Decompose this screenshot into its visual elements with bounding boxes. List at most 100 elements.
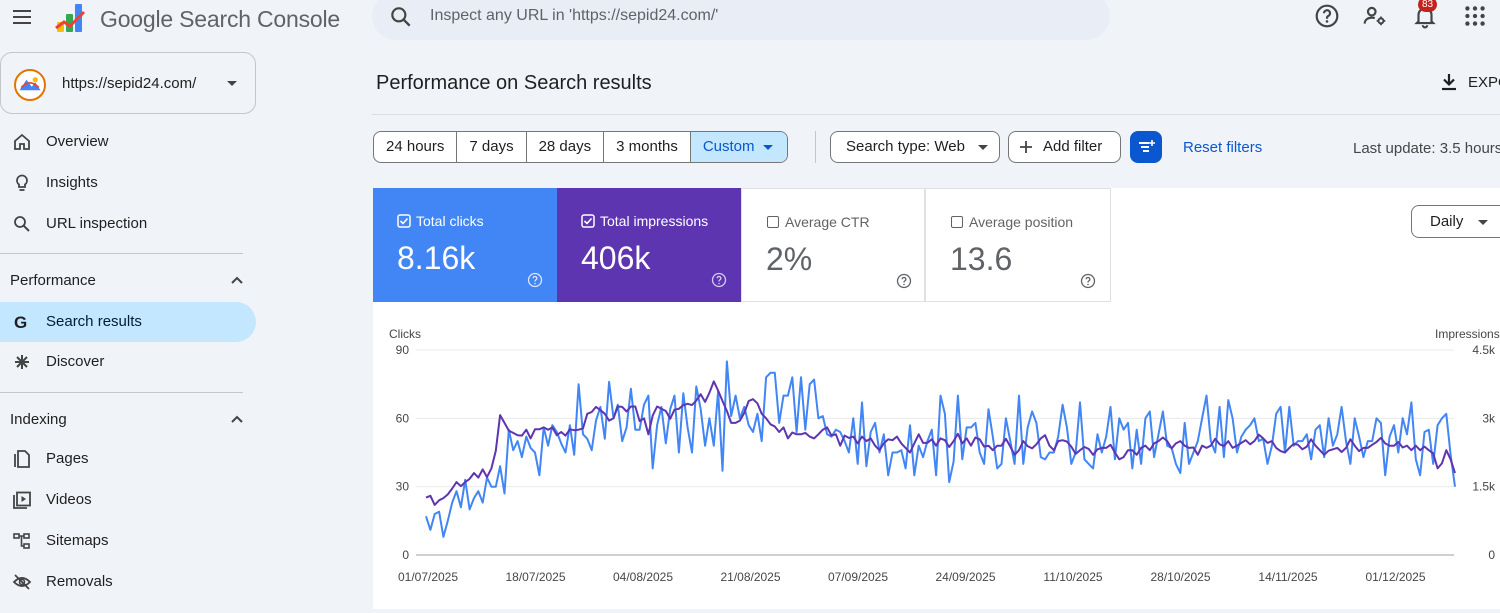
sidebar-item-search-results[interactable]: G Search results xyxy=(0,302,256,342)
y-right-tick-label: 3k xyxy=(1482,411,1496,425)
property-logo xyxy=(14,69,46,101)
toolbar-separator xyxy=(815,131,816,163)
search-console-logo xyxy=(55,4,86,32)
metric-card-average-position[interactable]: Average position 13.6 xyxy=(925,188,1111,302)
header-divider xyxy=(372,114,1500,115)
export-label: EXPO xyxy=(1468,74,1500,91)
metric-label: Average CTR xyxy=(785,214,870,230)
google-g-icon: G xyxy=(14,313,27,332)
checkbox-unchecked-icon xyxy=(767,216,779,228)
sidebar-item-discover[interactable]: Discover xyxy=(0,342,256,382)
range-custom[interactable]: Custom xyxy=(690,132,787,162)
sidebar-item-label: Discover xyxy=(46,353,105,370)
x-tick-label: 11/10/2025 xyxy=(1043,570,1102,584)
last-update-text: Last update: 3.5 hours xyxy=(1353,140,1500,157)
help-icon[interactable] xyxy=(1080,273,1096,289)
date-range-selector: 24 hours 7 days 28 days 3 months Custom xyxy=(373,131,788,163)
reset-filters-link[interactable]: Reset filters xyxy=(1183,139,1263,156)
search-type-label: Search type: Web xyxy=(846,138,965,155)
videos-icon xyxy=(13,491,31,509)
property-selector[interactable]: https://sepid24.com/ xyxy=(0,52,256,114)
y-left-tick-label: 60 xyxy=(396,411,410,425)
sidebar-item-label: Videos xyxy=(46,491,92,508)
search-type-filter[interactable]: Search type: Web xyxy=(830,131,1000,163)
metric-value: 2% xyxy=(766,241,813,277)
sidebar-divider xyxy=(0,253,243,254)
sidebar-item-insights[interactable]: Insights xyxy=(0,163,256,203)
property-url: https://sepid24.com/ xyxy=(62,75,197,92)
chevron-down-icon xyxy=(762,145,773,150)
help-icon[interactable] xyxy=(896,273,912,289)
y-left-axis-label: Clicks xyxy=(389,327,421,341)
sidebar-section-indexing[interactable]: Indexing xyxy=(0,404,256,434)
apps-icon[interactable] xyxy=(1462,3,1488,29)
range-custom-label: Custom xyxy=(702,138,755,155)
help-icon[interactable] xyxy=(711,272,727,288)
metric-label: Total clicks xyxy=(416,213,484,229)
x-tick-label: 04/08/2025 xyxy=(613,570,673,584)
url-inspection-input[interactable] xyxy=(430,4,1070,28)
sidebar-item-removals[interactable]: Removals xyxy=(0,562,256,602)
checkbox-checked-icon xyxy=(581,214,595,228)
home-icon xyxy=(14,133,30,150)
search-icon xyxy=(14,216,30,232)
sidebar-item-label: Search results xyxy=(46,313,142,330)
metric-label: Total impressions xyxy=(600,213,709,229)
add-filter-button[interactable]: Add filter xyxy=(1008,131,1121,163)
x-tick-label: 01/12/2025 xyxy=(1365,570,1425,584)
series-line-impressions xyxy=(425,380,1456,506)
lightbulb-icon xyxy=(16,174,28,191)
search-icon[interactable] xyxy=(388,4,414,30)
asterisk-icon xyxy=(15,355,29,369)
range-28-days[interactable]: 28 days xyxy=(527,132,605,162)
sidebar-item-pages[interactable]: Pages xyxy=(0,439,256,479)
metric-card-average-ctr[interactable]: Average CTR 2% xyxy=(741,188,925,302)
sidebar-item-overview[interactable]: Overview xyxy=(0,122,256,162)
x-tick-label: 24/09/2025 xyxy=(935,570,995,584)
range-3-months[interactable]: 3 months xyxy=(604,132,691,162)
y-right-tick-label: 4.5k xyxy=(1472,343,1496,357)
sidebar-section-performance[interactable]: Performance xyxy=(0,265,256,295)
y-left-tick-label: 0 xyxy=(402,548,409,562)
sidebar-item-label: Sitemaps xyxy=(46,532,109,549)
x-tick-label: 07/09/2025 xyxy=(828,570,888,584)
export-button[interactable]: EXPO xyxy=(1438,70,1500,96)
filter-list-icon xyxy=(1139,140,1155,152)
performance-chart: 90 4.5k 60 3k 30 1.5k 0 0 Clicks Impressions 01/07… xyxy=(389,327,1500,584)
help-icon[interactable] xyxy=(527,272,543,288)
manage-accounts-icon[interactable] xyxy=(1362,3,1388,29)
series-line-clicks xyxy=(425,360,1456,538)
y-right-tick-label: 1.5k xyxy=(1472,480,1496,494)
sitemap-icon xyxy=(13,533,30,549)
metric-card-total-clicks[interactable]: Total clicks 8.16k xyxy=(373,188,557,302)
sidebar-item-videos[interactable]: Videos xyxy=(0,480,256,520)
page-title: Performance on Search results xyxy=(376,72,652,94)
chevron-down-icon xyxy=(1478,220,1488,225)
chevron-down-icon xyxy=(227,81,237,86)
chevron-down-icon xyxy=(978,145,988,150)
x-tick-label: 14/11/2025 xyxy=(1258,570,1317,584)
range-7-days[interactable]: 7 days xyxy=(457,132,527,162)
sidebar-item-label: URL inspection xyxy=(46,215,148,232)
metric-value: 406k xyxy=(581,240,651,276)
range-24-hours[interactable]: 24 hours xyxy=(374,132,458,162)
filter-settings-button[interactable] xyxy=(1130,131,1162,163)
granularity-select[interactable]: Daily xyxy=(1411,205,1500,238)
menu-icon[interactable] xyxy=(10,6,34,28)
x-tick-label: 18/07/2025 xyxy=(505,570,565,584)
sidebar-item-sitemaps[interactable]: Sitemaps xyxy=(0,521,256,561)
x-tick-label: 28/10/2025 xyxy=(1150,570,1210,584)
chevron-up-icon xyxy=(231,276,243,284)
metric-card-total-impressions[interactable]: Total impressions 406k xyxy=(557,188,741,302)
x-tick-label: 01/07/2025 xyxy=(398,570,458,584)
x-tick-label: 21/08/2025 xyxy=(720,570,780,584)
metric-value: 13.6 xyxy=(950,241,1013,277)
help-icon[interactable] xyxy=(1314,3,1340,29)
y-right-tick-label: 0 xyxy=(1488,548,1495,562)
pages-icon xyxy=(14,450,30,468)
sidebar-item-url-inspection[interactable]: URL inspection xyxy=(0,204,256,244)
checkbox-checked-icon xyxy=(397,214,411,228)
granularity-label: Daily xyxy=(1430,213,1464,230)
app-title: Google Search Console xyxy=(100,6,341,32)
notification-badge: 83 xyxy=(1418,0,1438,12)
